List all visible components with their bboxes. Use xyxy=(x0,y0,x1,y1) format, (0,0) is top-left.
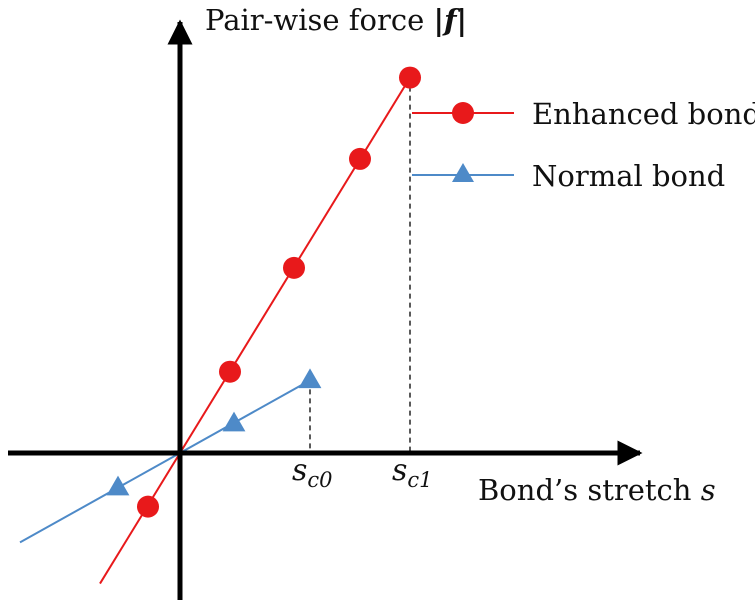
data-point xyxy=(349,147,371,170)
data-point xyxy=(399,66,421,89)
series-line-1 xyxy=(19,379,311,544)
data-point xyxy=(106,475,130,496)
data-point xyxy=(137,495,159,518)
x-axis-label: Bond’s stretch s xyxy=(478,473,716,507)
data-point xyxy=(283,256,305,279)
legend-label-normal: Normal bond xyxy=(532,159,725,193)
legend-label-enhanced: Enhanced bond xyxy=(532,97,755,131)
legend-marker-enhanced xyxy=(452,102,474,124)
data-point xyxy=(219,360,241,383)
legend-marker-normal xyxy=(452,163,474,182)
y-axis-label: Pair-wise force |f| xyxy=(205,3,467,37)
tick-label-c0: sc0 xyxy=(292,453,333,492)
data-point xyxy=(298,368,322,389)
data-point xyxy=(222,411,246,432)
tick-label-c1: sc1 xyxy=(392,453,433,492)
legend: Enhanced bond Normal bond xyxy=(412,97,755,193)
